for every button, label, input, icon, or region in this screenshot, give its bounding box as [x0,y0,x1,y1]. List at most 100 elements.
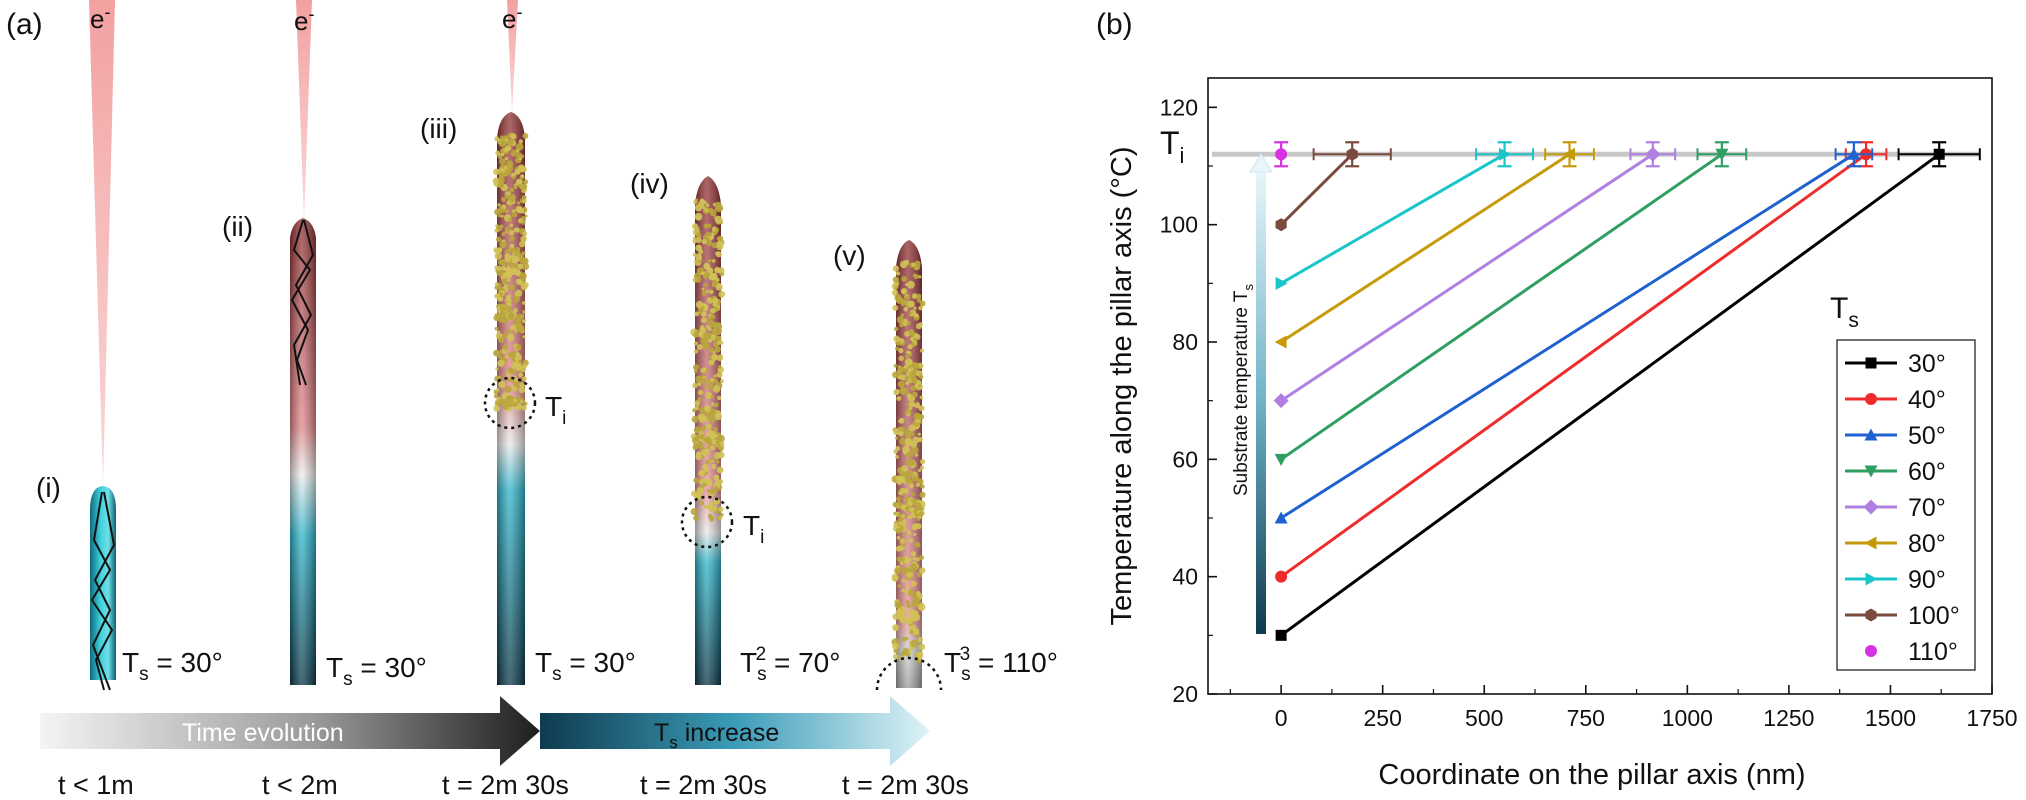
series-40° [1275,141,1888,583]
ts-label-v: Ts3 = 110° [944,644,1058,685]
time-label-i: t < 1m [58,770,134,800]
ts-increase-arrow [540,696,930,766]
legend-items: 30° 40° 50° 60° 70° 80° 90° 100° 110° [1845,350,1960,666]
stage-label-ii: (ii) [222,211,253,242]
x-axis-title: Coordinate on the pillar axis (nm) [1378,759,1805,791]
x-axis: 0 250 500 750 1000 1250 1500 1750 [1229,685,2018,731]
ti-label-iii: Ti [545,391,566,429]
legend-marker [1865,608,1877,622]
data-point [1715,148,1729,161]
series-line [1280,153,1506,285]
legend-label: 80° [1908,530,1946,558]
legend-label: 70° [1908,494,1946,522]
series-line [1280,153,1867,578]
legend-label: 60° [1908,458,1946,486]
legend-item-50°: 50° [1845,422,1946,450]
electron-beam-3 [507,0,518,112]
series-30° [1275,141,1981,641]
series-line [1280,153,1855,520]
time-label-v: t = 2m 30s [842,770,969,800]
y-tick-label: 80 [1172,329,1198,355]
legend-marker [1864,465,1878,478]
substrate-temp-label: Substrate temperature Ts [1231,283,1256,496]
data-point [1645,146,1661,162]
x-tick-label: 1750 [1966,705,2017,731]
legend-label: 110° [1908,638,1958,666]
electron-beam-1 [89,0,115,485]
legend-item-100°: 100° [1845,602,1960,630]
data-point [1933,148,1945,160]
panel-b: (b) 20 40 60 80 100 120 0 250 500 750 1000 1250 150… [1096,8,2018,791]
stage-label-iii: (iii) [420,113,457,144]
legend-item-90°: 90° [1845,566,1946,594]
series-90° [1275,141,1534,290]
legend-marker [1865,645,1877,657]
time-evolution-label: Time evolution [182,719,344,747]
y-tick-label: 100 [1160,212,1198,238]
legend-marker [1865,357,1877,369]
series-80° [1274,141,1595,349]
legend-marker [1865,393,1877,405]
ti-label-iv: Ti [743,510,764,548]
series-line [1280,153,1723,461]
legend-marker [1865,572,1878,586]
data-point [1275,276,1288,290]
series-110° [1274,141,1289,168]
series-70° [1273,141,1677,409]
pillar-iv [680,176,734,685]
ts-label-ii: Ts = 30° [326,652,427,690]
stage-label-iv: (iv) [630,168,669,199]
x-tick-label: 0 [1275,705,1288,731]
y-tick-label: 20 [1172,681,1198,707]
svg-text:e-: e- [294,4,314,36]
legend-label: 100° [1908,602,1960,630]
svg-text:e-: e- [90,2,110,34]
legend-label: 50° [1908,422,1946,450]
legend-item-60°: 60° [1845,458,1946,486]
series-line [1280,153,1354,226]
panel-a: (a) e- e- e- [6,0,1058,800]
y-tick-label: 40 [1172,564,1198,590]
legend-marker [1864,428,1878,441]
legend-marker [1864,536,1877,550]
series-50° [1274,141,1874,524]
data-point [1275,629,1287,641]
ts-increase-label: Ts increase [654,719,779,752]
data-point [1273,393,1289,409]
data-point [1275,570,1288,583]
substrate-temp-arrow-head [1249,153,1273,173]
x-tick-label: 750 [1567,705,1605,731]
legend-item-30°: 30° [1845,350,1946,378]
y-tick-label: 60 [1172,446,1198,472]
chart-series [1273,141,1981,641]
panel-b-label: (b) [1096,8,1133,41]
series-line [1280,153,1941,637]
data-point [1274,511,1288,524]
ts-label-i: Ts = 30° [122,647,223,685]
plot-frame [1207,77,1993,695]
legend-marker [1863,499,1879,515]
x-tick-label: 250 [1363,705,1401,731]
ts-label-iv: Ts2 = 70° [740,644,840,685]
time-label-ii: t < 2m [262,770,338,800]
legend-label: 90° [1908,566,1946,594]
data-point [1274,453,1288,466]
electron-label: e- e- e- [90,2,522,36]
legend-label: 30° [1908,350,1946,378]
pillar-iii [483,112,537,685]
y-axis: 20 40 60 80 100 120 [1160,94,1217,707]
legend-label: 40° [1908,386,1946,414]
data-point [1563,147,1576,161]
x-tick-label: 1000 [1662,705,1713,731]
time-label-iii: t = 2m 30s [442,770,569,800]
y-axis-title: Temperature along the pillar axis (°C) [1106,146,1138,625]
x-tick-label: 1250 [1763,705,1814,731]
data-point [1275,148,1288,161]
time-evolution-arrow [40,696,540,766]
data-point [1847,147,1861,160]
data-point [1499,147,1512,161]
stage-label-v: (v) [833,240,866,271]
series-line [1280,153,1654,402]
pillar-v [875,240,943,691]
